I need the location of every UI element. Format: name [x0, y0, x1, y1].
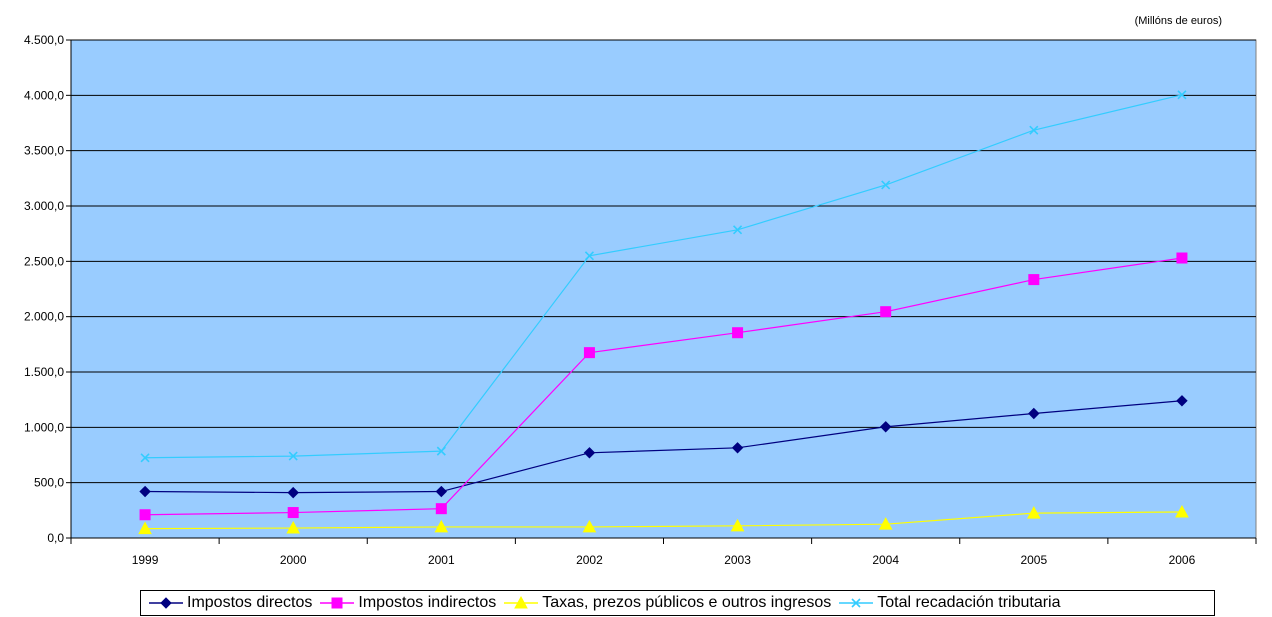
legend-item: Total recadación tributaria	[837, 594, 1061, 612]
data-point	[1175, 504, 1189, 518]
y-tick-label: 3.500,0	[24, 144, 64, 158]
series-4	[140, 90, 1187, 463]
x-tick-label: 1999	[132, 553, 159, 567]
plot-area	[70, 39, 1257, 539]
y-tick-label: 1.500,0	[24, 365, 64, 379]
y-tick-label: 3.000,0	[24, 199, 64, 213]
legend-item: Impostos directos	[147, 594, 312, 612]
legend-marker	[160, 597, 172, 609]
data-point	[1176, 395, 1188, 407]
data-point	[1177, 90, 1187, 100]
data-point	[287, 507, 299, 519]
legend-swatch	[320, 597, 355, 609]
y-tick-label: 4.000,0	[24, 88, 64, 102]
series-line	[145, 257, 1183, 516]
data-point	[287, 486, 299, 499]
series-layer	[138, 90, 1189, 535]
series-2	[139, 252, 1188, 521]
legend-label: Total recadación tributaria	[877, 594, 1061, 611]
y-tick-label: 2.000,0	[24, 310, 64, 324]
x-tick-label: 2002	[576, 553, 603, 567]
data-point	[1176, 252, 1188, 264]
legend-item: Taxas, prezos públicos e outros ingresos	[502, 594, 831, 612]
y-tick-label: 2.500,0	[24, 254, 64, 268]
data-point	[731, 442, 744, 454]
y-tick-label: 500,0	[34, 476, 64, 490]
x-tick-label: 2001	[428, 553, 455, 567]
series-line	[145, 400, 1182, 494]
series-3	[138, 504, 1189, 535]
x-tick-label: 2004	[872, 553, 899, 567]
data-point	[435, 503, 447, 515]
x-tick-label: 2000	[280, 553, 307, 567]
y-tick-label: 4.500,0	[24, 33, 64, 47]
data-point	[140, 453, 150, 463]
y-tick-label: 0,0	[47, 531, 64, 545]
line-chart: (Millóns de euros) 0,0 500,0 1.000,0 1.500,…	[24, 15, 1257, 567]
data-point	[434, 519, 449, 533]
x-tick-label: 2006	[1169, 553, 1196, 567]
legend-swatch	[839, 598, 874, 608]
data-point	[582, 519, 597, 533]
legend-label: Impostos directos	[187, 594, 313, 611]
legend-label: Impostos indirectos	[358, 594, 497, 611]
data-point	[878, 517, 893, 530]
grid-lines	[71, 39, 1256, 484]
data-point	[139, 485, 151, 498]
legend-item: Impostos indirectos	[318, 594, 496, 612]
x-tick-label: 2005	[1020, 553, 1047, 567]
legend-swatch	[149, 597, 183, 609]
legend-marker	[514, 595, 529, 609]
data-point	[879, 421, 892, 433]
data-point	[1029, 125, 1039, 135]
series-1	[139, 395, 1188, 499]
data-point	[584, 251, 595, 261]
series-line	[145, 511, 1182, 530]
data-point	[1026, 506, 1041, 519]
data-point	[732, 327, 744, 339]
legend-marker	[331, 597, 343, 609]
series-line	[145, 94, 1183, 459]
legend-label: Taxas, prezos públicos e outros ingresos	[542, 594, 832, 611]
data-point	[435, 485, 448, 498]
data-point	[139, 509, 151, 521]
legend: Impostos directos Impostos indirectos Taxa…	[140, 590, 1215, 616]
axes: 0,0 500,0 1.000,0 1.500,0 2.000,0 2.500,0 3.00…	[24, 33, 1257, 567]
data-point	[1028, 274, 1040, 286]
data-point	[138, 521, 152, 535]
data-point	[880, 306, 892, 318]
y-tick-label: 1.000,0	[24, 420, 64, 434]
data-point	[1028, 407, 1040, 420]
data-point	[286, 520, 301, 534]
x-tick-label: 2003	[724, 553, 751, 567]
legend-swatch	[504, 595, 539, 609]
data-point	[732, 225, 743, 235]
legend-marker	[851, 598, 861, 608]
data-point	[881, 180, 891, 190]
data-point	[730, 518, 745, 532]
data-point	[583, 447, 596, 459]
data-point	[288, 451, 298, 461]
data-point	[436, 446, 446, 456]
data-point	[583, 347, 595, 359]
unit-note: (Millóns de euros)	[1135, 15, 1222, 27]
